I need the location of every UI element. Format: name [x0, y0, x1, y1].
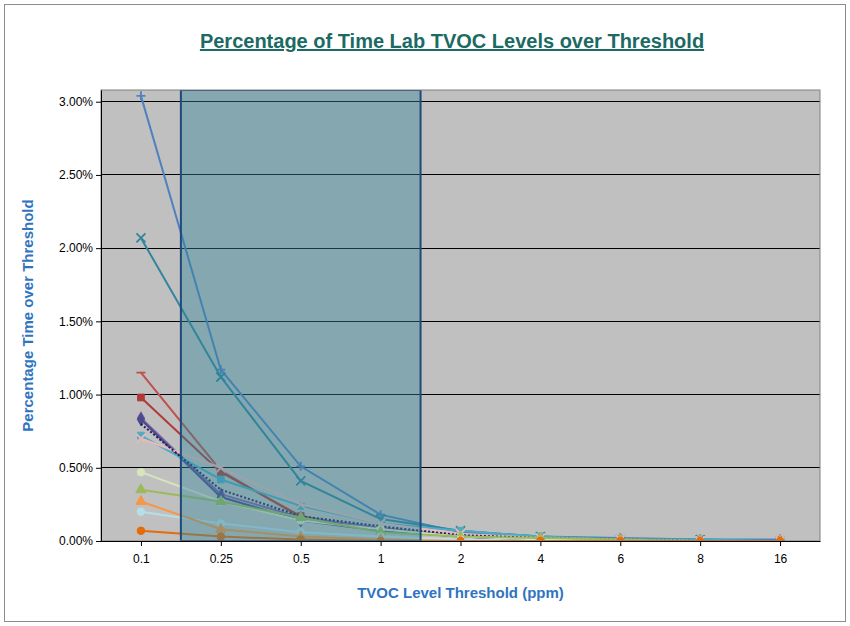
series-marker	[136, 91, 145, 100]
series-marker	[537, 537, 545, 541]
title: Percentage of Time Lab TVOC Levels over …	[200, 30, 704, 52]
tick-mark	[96, 102, 101, 103]
series-marker	[776, 537, 784, 541]
tick-mark	[96, 541, 101, 542]
tick-label: 6	[617, 552, 624, 566]
series-marker	[616, 537, 624, 541]
series-marker	[615, 535, 625, 541]
tick: 1.00%	[59, 388, 101, 402]
tick-label: 0.1	[133, 552, 150, 566]
tick: 1.50%	[59, 315, 101, 329]
series-marker	[137, 527, 145, 535]
tick-label: 3.00%	[59, 95, 93, 109]
tick: 2	[458, 541, 465, 566]
tick-mark	[221, 541, 222, 546]
series-marker	[136, 372, 145, 374]
tick-mark	[96, 175, 101, 176]
tick-label: 0.00%	[59, 534, 93, 548]
y-axis: 0.00% 0.50% 1.00% 1.50% 2.00% 2.50% 3.00%	[59, 91, 102, 549]
tick-label: 2	[458, 552, 465, 566]
tick: 0.25	[210, 541, 234, 566]
tick: 2.00%	[59, 241, 101, 255]
series-marker	[696, 537, 704, 541]
series-marker	[696, 537, 704, 541]
tick: 8	[697, 541, 704, 566]
series-marker	[696, 537, 704, 541]
series-marker	[616, 535, 625, 541]
series-marker	[777, 538, 784, 541]
tick: 2.50%	[59, 168, 101, 182]
axis-line	[101, 91, 102, 542]
series-marker	[136, 484, 146, 493]
tick-mark	[141, 541, 142, 546]
tick-label: 0.50%	[59, 461, 93, 475]
series-marker	[695, 535, 705, 541]
series-marker	[776, 537, 785, 542]
series-marker	[616, 535, 625, 541]
tick-mark	[780, 541, 781, 546]
tick-mark	[620, 541, 621, 546]
plot-area	[101, 90, 820, 541]
series-marker	[776, 537, 784, 541]
series-marker	[137, 413, 144, 425]
series-marker	[616, 537, 624, 541]
tick-label: 8	[697, 552, 704, 566]
tick-mark	[461, 541, 462, 546]
series-marker	[136, 496, 146, 505]
tick-label: 1.50%	[59, 315, 93, 329]
tick-mark	[700, 541, 701, 546]
series-marker	[775, 535, 785, 541]
series-marker	[776, 537, 784, 541]
series-marker	[137, 508, 145, 516]
series-marker	[535, 535, 545, 541]
tick-mark	[96, 468, 101, 469]
chart-border	[5, 5, 846, 622]
y-axis-title: Percentage Time over Threshold	[19, 199, 36, 431]
series-marker	[697, 538, 704, 541]
tick: 3.00%	[59, 95, 101, 109]
tick: 16	[774, 541, 788, 566]
series-marker	[695, 535, 705, 541]
tick-label: 1	[378, 552, 385, 566]
tick-label: 1.00%	[59, 388, 93, 402]
series-marker	[455, 535, 465, 541]
series-marker	[136, 233, 145, 242]
series-marker	[137, 468, 145, 476]
series-marker	[617, 538, 624, 541]
series-marker	[138, 394, 145, 401]
tick-label: 4	[538, 552, 545, 566]
tick: 0.5	[293, 541, 310, 566]
series-marker	[457, 537, 465, 541]
series-marker	[777, 538, 784, 541]
tick: 6	[617, 541, 624, 566]
series-marker	[776, 537, 785, 542]
tick-mark	[301, 541, 302, 546]
tick: 0.1	[133, 541, 150, 566]
highlight-box	[181, 90, 421, 541]
tick-label: 16	[774, 552, 788, 566]
tick-label: 0.5	[293, 552, 310, 566]
series-marker	[537, 537, 545, 541]
x-axis-title: TVOC Level Threshold (ppm)	[357, 584, 564, 601]
tick-mark	[381, 541, 382, 546]
tick-label: 2.50%	[59, 168, 93, 182]
tick: 0.00%	[59, 534, 101, 548]
plot-frame	[101, 90, 820, 541]
tick-mark	[96, 248, 101, 249]
tick: 4	[538, 541, 545, 566]
tick-label: 0.25	[210, 552, 234, 566]
tick-mark	[96, 321, 101, 322]
tick-mark	[540, 541, 541, 546]
tick-label: 2.00%	[59, 241, 93, 255]
series-marker	[775, 535, 785, 541]
series-marker	[136, 434, 145, 443]
series-marker	[616, 537, 624, 541]
chart: 0.00%0.50%1.00%1.50%2.00%2.50%3.00%0.10.…	[0, 0, 850, 626]
plot	[136, 90, 785, 541]
tick: 1	[378, 541, 385, 566]
tick: 0.50%	[59, 461, 101, 475]
series-marker	[696, 537, 705, 542]
x-axis: 0.1 0.25 0.5 1 2 4 6 8 16	[102, 541, 821, 566]
tick-mark	[96, 395, 101, 396]
